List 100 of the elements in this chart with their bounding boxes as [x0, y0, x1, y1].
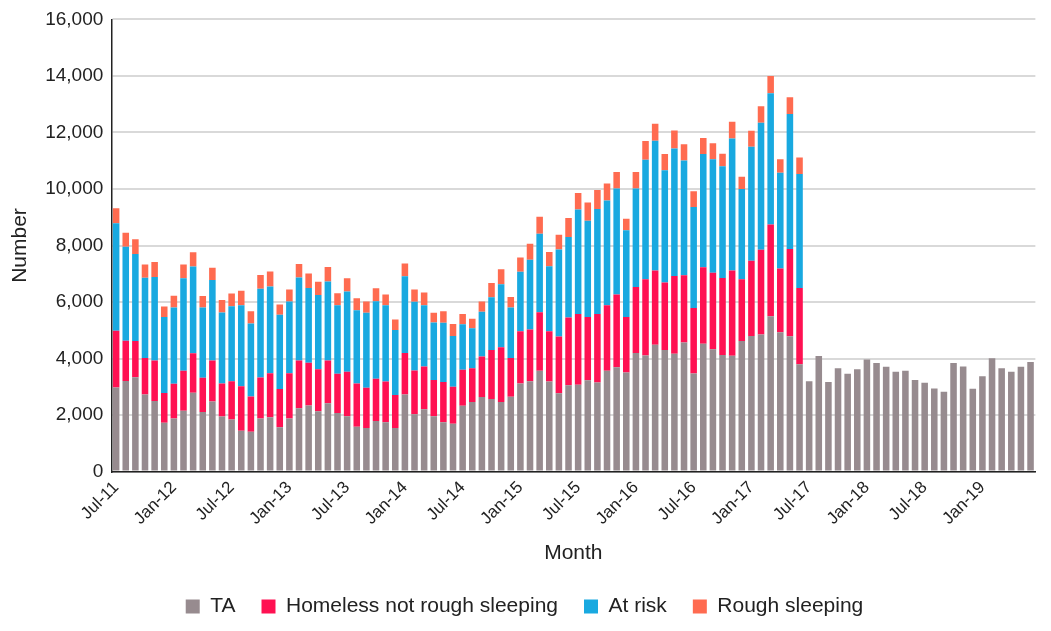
bar	[440, 322, 447, 383]
bar	[767, 93, 774, 225]
bar	[247, 311, 255, 324]
bar	[786, 97, 794, 115]
bar	[478, 311, 486, 357]
bar	[738, 279, 746, 342]
bar	[700, 138, 707, 154]
bar	[834, 368, 842, 471]
bar	[151, 261, 158, 277]
bar	[478, 301, 486, 312]
bar	[363, 301, 370, 313]
bar	[565, 218, 572, 238]
y-tick-label: 0	[92, 459, 104, 481]
bar	[594, 209, 601, 314]
bar	[324, 403, 332, 471]
bar	[382, 422, 389, 471]
bar	[170, 418, 178, 471]
y-tick-label: 6,000	[55, 290, 104, 312]
bar	[469, 318, 476, 329]
bar	[680, 275, 688, 343]
bar	[940, 391, 948, 471]
bar	[642, 279, 649, 356]
bar	[497, 347, 505, 403]
bar	[266, 417, 274, 471]
bar	[555, 336, 563, 394]
bar	[497, 402, 505, 471]
bar	[546, 381, 553, 471]
bar	[132, 377, 139, 471]
bar	[546, 331, 553, 382]
bar	[603, 183, 611, 201]
bar	[613, 367, 620, 471]
bar	[199, 377, 207, 412]
bar	[170, 307, 178, 384]
bar	[228, 381, 235, 420]
bar	[565, 237, 572, 318]
bar	[295, 408, 303, 471]
bar	[526, 381, 534, 471]
bar	[372, 421, 380, 471]
bar	[642, 355, 649, 471]
bar	[411, 414, 418, 471]
bar	[497, 284, 505, 348]
bar	[180, 410, 187, 471]
bar	[613, 188, 620, 295]
bar	[180, 264, 187, 279]
bar	[488, 398, 495, 471]
bar	[257, 274, 264, 289]
bar	[401, 352, 409, 395]
bar	[353, 298, 361, 311]
bar	[478, 397, 486, 471]
bar	[189, 266, 197, 354]
bar	[151, 400, 158, 471]
bar	[324, 281, 332, 361]
bar	[642, 159, 649, 280]
bar	[180, 370, 187, 411]
bar	[411, 301, 418, 371]
bar	[488, 297, 495, 351]
bar	[286, 418, 293, 471]
bar	[796, 174, 803, 288]
bar	[700, 267, 707, 344]
bar	[353, 310, 361, 384]
bar	[343, 371, 351, 417]
bar	[257, 418, 264, 471]
bar	[613, 294, 620, 368]
bar	[603, 200, 611, 306]
x-axis-title: Month	[544, 540, 603, 564]
bar	[478, 356, 486, 397]
y-tick-label: 16,000	[45, 7, 104, 29]
bar	[902, 370, 909, 471]
bar	[209, 401, 216, 471]
bar	[777, 159, 784, 173]
bar	[1027, 361, 1034, 471]
bar	[623, 218, 630, 231]
bar	[391, 428, 399, 471]
bar	[237, 290, 245, 306]
bar	[469, 402, 476, 471]
y-axis-title: Number	[7, 208, 31, 283]
bar	[314, 411, 322, 471]
bar	[160, 306, 168, 318]
legend-label: At risk	[608, 593, 668, 617]
bar	[122, 246, 130, 341]
bar	[305, 287, 312, 363]
bar	[651, 140, 659, 271]
bar	[921, 382, 928, 471]
bar	[276, 389, 284, 428]
bar	[950, 363, 957, 471]
bar	[700, 153, 707, 268]
bar	[314, 294, 322, 370]
bar	[738, 188, 746, 280]
bar	[613, 172, 620, 189]
y-tick-label: 2,000	[55, 403, 104, 425]
bar	[709, 159, 717, 273]
bar	[420, 305, 428, 367]
bar	[305, 273, 312, 288]
bar	[343, 291, 351, 372]
bar	[584, 380, 592, 471]
bar	[565, 317, 572, 386]
bar	[863, 359, 871, 471]
bar	[526, 329, 534, 382]
bar	[796, 157, 803, 174]
bar	[459, 313, 466, 325]
